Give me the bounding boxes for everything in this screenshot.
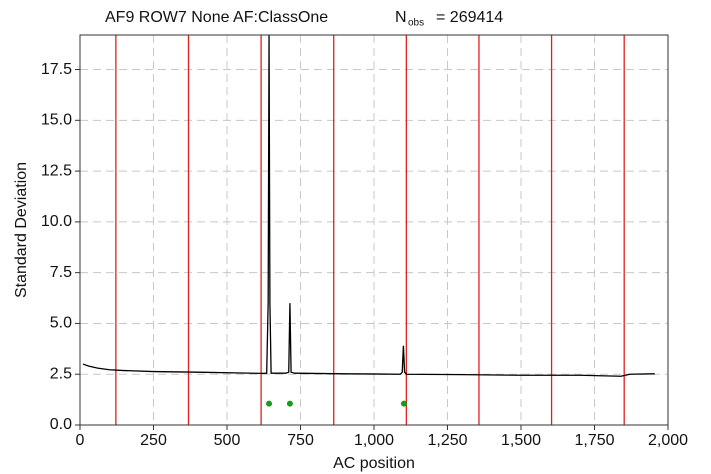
stat-subscript: obs	[408, 18, 424, 29]
plot-frame	[79, 34, 669, 426]
x-tick-label: 0	[76, 432, 85, 449]
x-tick-label: 2,000	[648, 432, 688, 449]
stat-text: = 269414	[436, 9, 503, 26]
marker	[286, 400, 293, 407]
y-tick-label: 0.0	[50, 416, 72, 433]
chart-title: AF9 ROW7 None AF:ClassOne	[105, 9, 328, 26]
x-tick-label: 1,000	[354, 432, 394, 449]
y-tick-label: 12.5	[41, 162, 72, 179]
stat-name: N	[395, 9, 407, 26]
x-tick-label: 750	[287, 432, 314, 449]
plot-area	[80, 35, 668, 425]
x-tick-label: 250	[140, 432, 167, 449]
x-tick-label: 500	[214, 432, 241, 449]
x-tick-label: 1,750	[574, 432, 614, 449]
x-tick-label: 1,250	[427, 432, 467, 449]
y-axis-label: Standard Deviation	[13, 162, 30, 298]
y-tick-label: 17.5	[41, 61, 72, 78]
marker	[266, 400, 273, 407]
y-tick-label: 5.0	[50, 315, 72, 332]
marker	[400, 400, 407, 407]
y-tick-label: 2.5	[50, 365, 72, 382]
x-axis-label: AC position	[333, 455, 415, 472]
data-line	[82, 35, 655, 377]
x-tick-label: 1,500	[501, 432, 541, 449]
y-tick-label: 10.0	[41, 213, 72, 230]
y-tick-label: 15.0	[41, 112, 72, 129]
y-tick-label: 7.5	[50, 264, 72, 281]
